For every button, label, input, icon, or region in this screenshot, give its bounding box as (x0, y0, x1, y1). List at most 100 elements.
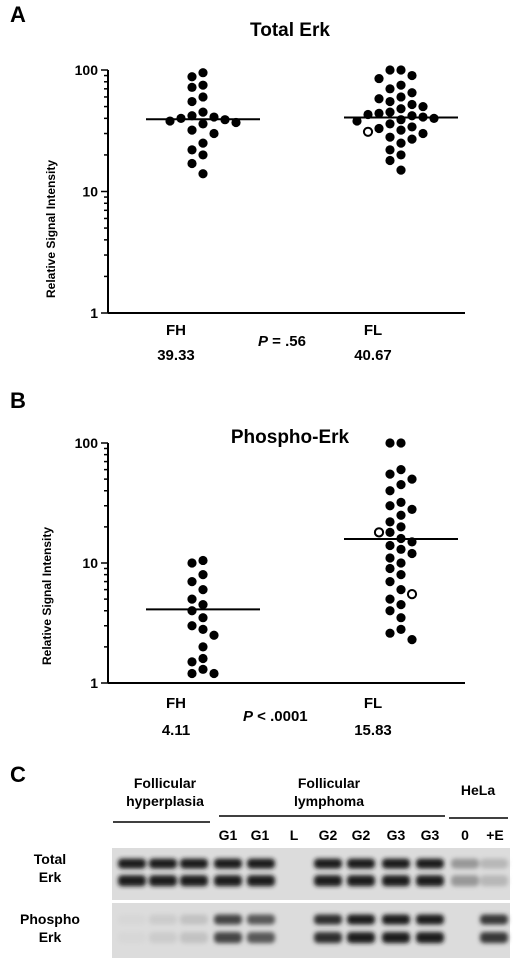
data-point (198, 68, 208, 78)
blot-band (480, 858, 508, 869)
data-point (407, 548, 417, 559)
data-point (385, 576, 395, 587)
blot-band (480, 914, 508, 925)
lane-label: 0 (461, 827, 469, 843)
chart-title-b: Phospho-Erk (230, 427, 350, 448)
blot-band (451, 858, 479, 869)
data-point (385, 96, 395, 107)
lane-label: G3 (420, 827, 440, 843)
data-point (198, 642, 208, 652)
data-point (418, 128, 428, 139)
blot-band (247, 932, 275, 944)
y-tick-label: 100 (75, 435, 99, 451)
blot-band (180, 914, 208, 925)
blot-group-hyperplasia: Follicular hyperplasia (126, 775, 204, 809)
blot-band (382, 875, 410, 887)
data-point (385, 145, 395, 155)
group-label-fh-a: FH (166, 322, 186, 339)
data-point (198, 600, 208, 610)
plot-area-b: 1 10 100 (75, 435, 465, 691)
blot-band (382, 932, 410, 944)
lane-label: G2 (351, 827, 371, 843)
data-point (198, 664, 208, 674)
blot-row-label-phospho: Phospho Erk (20, 911, 80, 945)
y-tick-label: 1 (90, 675, 98, 691)
data-point (374, 108, 384, 118)
data-point (374, 73, 384, 84)
data-point (396, 92, 406, 102)
data-point (352, 116, 362, 126)
data-point (396, 65, 406, 75)
data-point (187, 668, 197, 679)
data-point (374, 123, 384, 134)
data-point (407, 634, 417, 645)
blot-band (118, 914, 146, 925)
data-point (385, 540, 395, 551)
data-point (396, 125, 406, 135)
group-label-fl-a: FL (363, 322, 383, 339)
blot-bands (118, 914, 508, 944)
y-tick-label: 10 (82, 555, 98, 571)
data-point (187, 594, 197, 604)
plot-area-a: 1 10 100 (75, 62, 465, 321)
blot-band (214, 875, 242, 887)
blot-band (347, 932, 375, 944)
data-point (187, 72, 197, 82)
data-point (385, 486, 395, 496)
data-point (396, 613, 406, 623)
data-point (187, 125, 197, 135)
data-point (396, 624, 406, 634)
y-tick-label: 10 (82, 184, 98, 200)
blot-band (382, 858, 410, 869)
data-point (396, 522, 406, 532)
group-median-fh-a: 39.33 (157, 347, 195, 364)
data-point (385, 501, 395, 511)
data-point (187, 96, 197, 107)
blot-band (180, 858, 208, 869)
group-median-fh-b: 4.11 (161, 722, 191, 739)
blot-band (214, 914, 242, 925)
data-point (187, 82, 197, 92)
lane-label: G1 (218, 827, 238, 843)
data-point-open (373, 527, 385, 538)
blot-band (347, 858, 375, 869)
data-point (209, 668, 219, 679)
data-point (396, 80, 406, 90)
blot-band (247, 875, 275, 887)
data-point (396, 165, 406, 175)
data-point (396, 510, 406, 520)
blot-band (416, 932, 444, 944)
blot-band (118, 858, 146, 869)
chart-title-a: Total Erk (250, 20, 330, 41)
data-point (407, 504, 417, 514)
blot-bands (118, 858, 508, 887)
data-point (407, 88, 417, 98)
data-point (209, 128, 219, 139)
p-value-a: P = .56 (258, 333, 306, 350)
blot-band (149, 932, 177, 944)
blot-band (314, 932, 342, 944)
data-point-open (406, 589, 418, 600)
blot-band (118, 875, 146, 887)
data-point (396, 544, 406, 554)
lane-label: G3 (386, 827, 406, 843)
data-point (198, 80, 208, 90)
blot-band (416, 914, 444, 925)
data-point (198, 138, 208, 148)
data-point (407, 70, 417, 81)
data-point (385, 553, 395, 563)
data-point (396, 570, 406, 580)
data-point (385, 594, 395, 604)
data-point (385, 606, 395, 616)
data-point (385, 527, 395, 537)
data-point (396, 558, 406, 568)
data-point (396, 585, 406, 595)
data-point (385, 65, 395, 75)
blot-band (180, 875, 208, 887)
data-point (385, 438, 395, 448)
data-point (385, 517, 395, 527)
blot-strip (112, 848, 510, 900)
blot-band (118, 932, 146, 944)
